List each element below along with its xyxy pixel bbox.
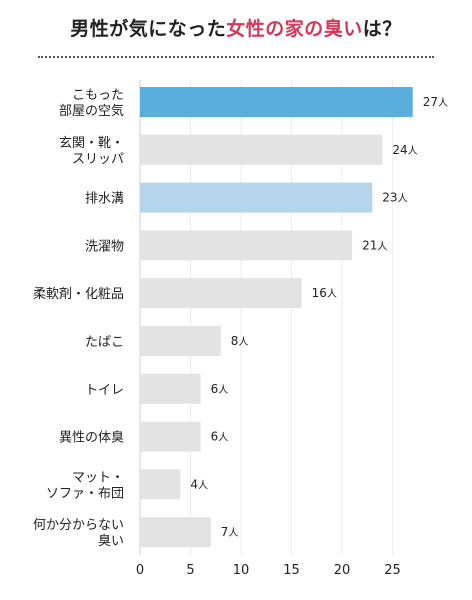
category-label-4: 柔軟剤・化粧品 (33, 286, 124, 302)
category-label-3: 洗濯物 (85, 239, 124, 254)
category-label-5: たばこ (85, 335, 124, 350)
value-unit-4: 人 (327, 288, 337, 300)
title-prefix: 男性が気になった (70, 18, 227, 40)
value-label-7: 6人 (211, 430, 229, 444)
category-label-line-5-0: たばこ (85, 335, 124, 350)
x-tick-label-10: 10 (233, 563, 250, 578)
value-unit-0: 人 (438, 97, 448, 109)
x-tick-label-5: 5 (186, 563, 194, 578)
value-unit-5: 人 (238, 336, 248, 348)
bar-3 (140, 230, 353, 261)
category-label-line-3-0: 洗濯物 (85, 239, 124, 254)
chart-title: 男性が気になった女性の家の臭いは？ (0, 14, 472, 41)
bar-2 (140, 182, 373, 213)
title-suffix: は？ (362, 18, 402, 40)
bar-0 (140, 87, 413, 117)
category-label-1: 玄関・靴・スリッパ (59, 136, 124, 167)
value-number-5: 8 (231, 334, 239, 348)
category-label-line-8-1: ソファ・布団 (46, 486, 124, 501)
value-number-8: 4 (190, 477, 198, 491)
category-label-7: 異性の体臭 (59, 431, 124, 446)
value-label-6: 6人 (211, 382, 229, 396)
category-label-line-1-1: スリッパ (72, 152, 124, 167)
value-label-4: 16人 (312, 286, 337, 300)
category-label-line-4-0: 柔軟剤・化粧品 (33, 286, 124, 302)
category-label-line-8-0: マット・ (72, 470, 124, 485)
bar-9 (140, 517, 211, 548)
value-number-1: 24 (392, 143, 407, 157)
title-highlight: 女性の家の臭い (226, 18, 363, 40)
value-label-0: 27人 (423, 95, 448, 109)
value-unit-9: 人 (228, 527, 238, 539)
value-number-0: 27 (423, 95, 438, 109)
value-number-7: 6 (211, 430, 219, 444)
value-unit-6: 人 (218, 384, 228, 396)
category-label-line-0-1: 部屋の空気 (59, 103, 124, 119)
value-number-2: 23 (382, 191, 397, 205)
bar-1 (140, 134, 383, 165)
value-number-4: 16 (312, 286, 327, 300)
value-number-6: 6 (211, 382, 219, 396)
category-label-line-1-0: 玄関・靴・ (59, 136, 124, 151)
category-label-9: 何か分からない臭い (33, 517, 124, 549)
bar-8 (140, 469, 181, 500)
value-label-9: 7人 (221, 525, 239, 539)
category-label-line-6-0: トイレ (85, 383, 124, 398)
value-label-2: 23人 (382, 191, 407, 205)
category-label-line-9-1: 臭い (98, 534, 124, 549)
category-label-line-2-0: 排水溝 (85, 192, 124, 207)
value-unit-1: 人 (408, 145, 418, 157)
value-label-8: 4人 (190, 477, 208, 491)
category-label-8: マット・ソファ・布団 (46, 470, 124, 501)
category-label-line-0-0: こもった (72, 88, 124, 103)
title-divider (38, 56, 434, 58)
x-tick-label-20: 20 (334, 563, 351, 578)
value-number-3: 21 (362, 238, 377, 252)
bar-7 (140, 421, 201, 452)
value-unit-3: 人 (377, 240, 387, 252)
value-label-5: 8人 (231, 334, 249, 348)
bar-4 (140, 278, 302, 309)
value-unit-8: 人 (198, 479, 208, 491)
category-label-line-9-0: 何か分からない (33, 517, 124, 533)
category-label-line-7-0: 異性の体臭 (59, 431, 124, 446)
x-tick-label-15: 15 (283, 563, 300, 578)
category-label-0: こもった部屋の空気 (59, 88, 124, 119)
category-label-2: 排水溝 (85, 192, 124, 207)
bar-5 (140, 326, 221, 356)
x-tick-label-0: 0 (136, 563, 144, 578)
x-tick-label-25: 25 (384, 563, 401, 578)
value-label-3: 21人 (362, 238, 387, 252)
value-number-9: 7 (221, 525, 229, 539)
bar-6 (140, 373, 201, 404)
category-label-6: トイレ (85, 383, 124, 398)
value-label-1: 24人 (392, 143, 417, 157)
value-unit-2: 人 (398, 193, 408, 205)
value-unit-7: 人 (218, 432, 228, 444)
